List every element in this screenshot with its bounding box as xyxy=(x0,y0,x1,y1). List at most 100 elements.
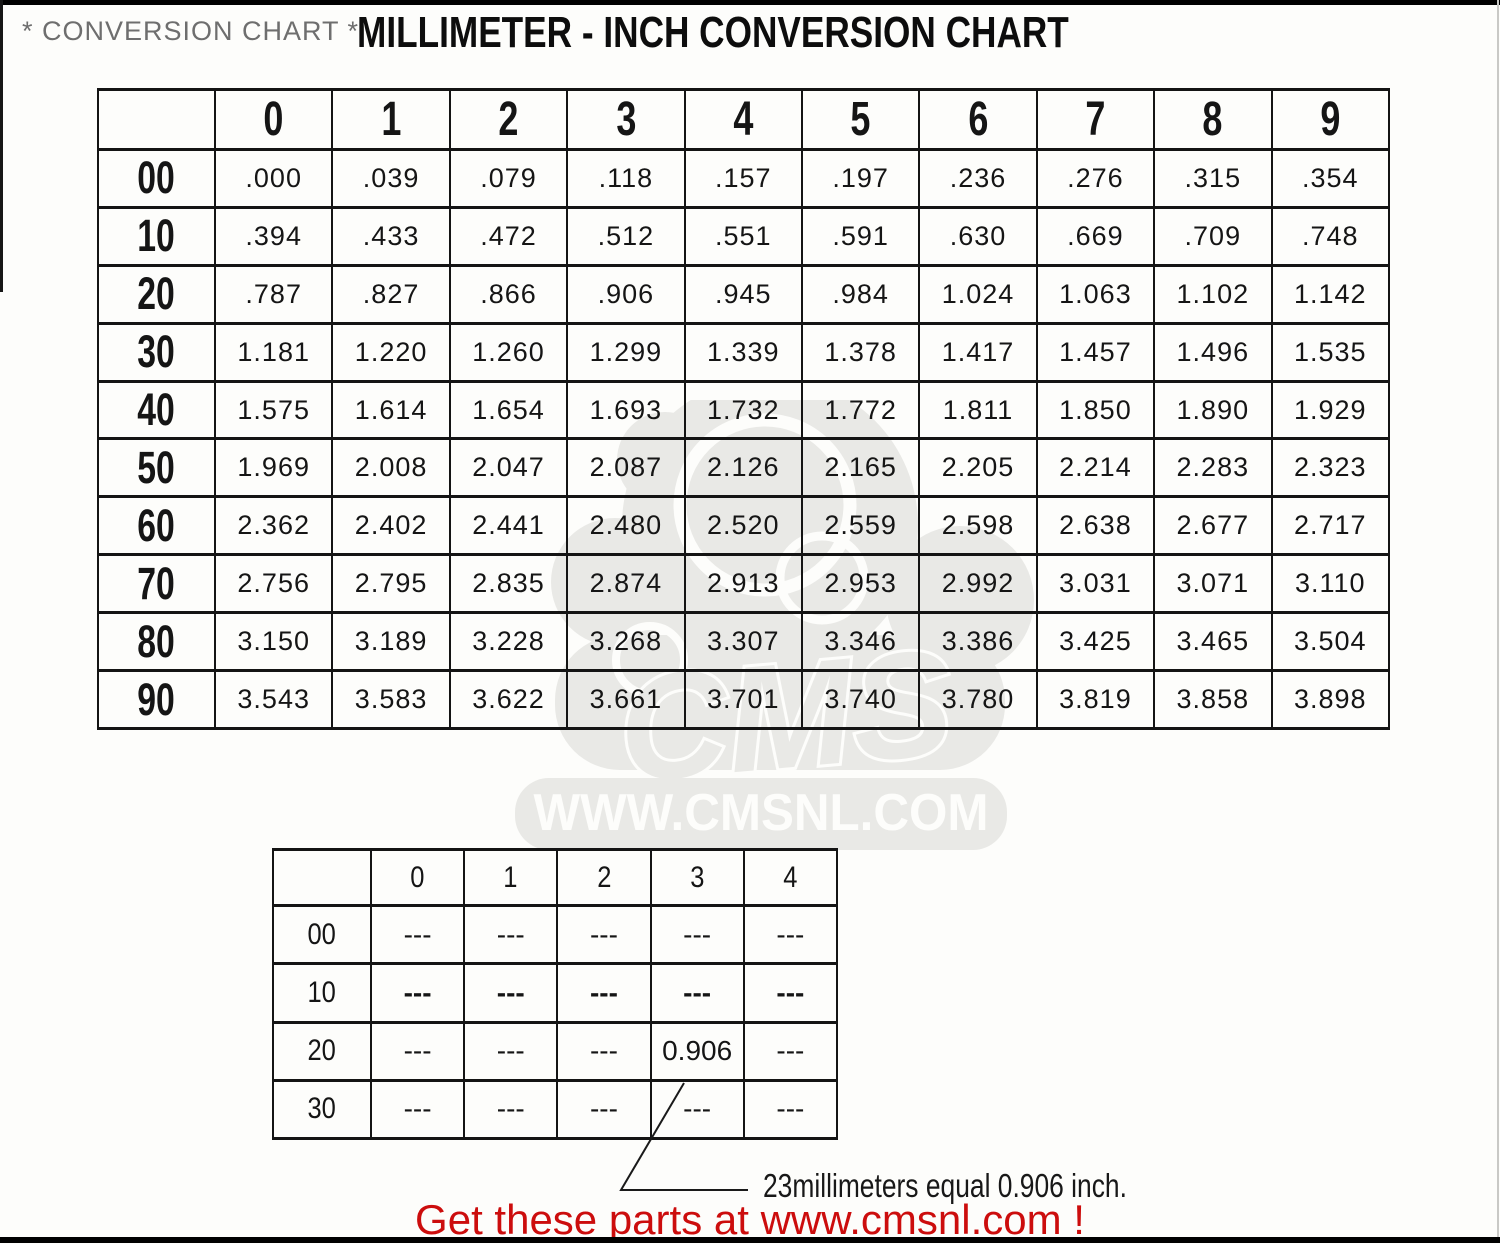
cell-50-9: 2.323 xyxy=(1270,437,1391,499)
row-header-label: 00 xyxy=(137,152,176,204)
column-header-2: 2 xyxy=(556,848,652,907)
cell-00-2: .079 xyxy=(448,148,569,209)
cell-80-9: 3.504 xyxy=(1270,611,1391,673)
cell-90-6: 3.780 xyxy=(918,669,1038,730)
cell-50-8: 2.283 xyxy=(1153,437,1273,499)
cell-20-2: .866 xyxy=(448,263,569,325)
cell-70-8: 3.071 xyxy=(1153,553,1273,615)
cell-80-2: 3.228 xyxy=(448,611,569,673)
cell-10-0: --- xyxy=(369,962,466,1024)
cell-60-8: 2.677 xyxy=(1153,495,1273,557)
cell-00-8: .315 xyxy=(1153,148,1273,209)
page-subtitle: * CONVERSION CHART * xyxy=(22,16,360,46)
promo-link[interactable]: Get these parts at www.cmsnl.com ! xyxy=(415,1196,1085,1243)
column-header-label: 2 xyxy=(596,860,612,894)
cell-10-6: .630 xyxy=(918,205,1038,267)
column-header-5: 5 xyxy=(800,88,921,151)
table-row-90: 90 3.543 3.583 3.622 3.661 3.701 3.740 3.780 3.8… xyxy=(97,669,1391,730)
row-header-label: 50 xyxy=(137,441,176,493)
cell-30-9: 1.535 xyxy=(1270,321,1391,383)
table-row-00: 00 --- --- --- --- --- xyxy=(272,903,839,966)
cell-10-1: --- xyxy=(463,962,559,1024)
cell-60-9: 2.717 xyxy=(1270,495,1391,557)
cell-70-6: 2.992 xyxy=(918,553,1038,615)
table-row-30: 30 1.181 1.220 1.260 1.299 1.339 1.378 1.417 1.4… xyxy=(97,321,1391,383)
row-header-40: 40 xyxy=(97,379,216,441)
cell-20-4: --- xyxy=(742,1020,839,1082)
table-row-60: 60 2.362 2.402 2.441 2.480 2.520 2.559 2.598 2.6… xyxy=(97,495,1391,557)
column-header-label: 0 xyxy=(410,860,425,894)
watermark-url-text: WWW.CMSNL.COM xyxy=(534,784,989,842)
cell-10-2: .472 xyxy=(448,205,569,267)
cell-00-1: .039 xyxy=(331,148,451,209)
table-row-70: 70 2.756 2.795 2.835 2.874 2.913 2.953 2.992 3.0… xyxy=(97,553,1391,615)
cell-20-8: 1.102 xyxy=(1153,263,1273,325)
cell-30-0: --- xyxy=(369,1078,466,1141)
watermark-badge xyxy=(515,778,1007,850)
row-header-label: 10 xyxy=(137,210,176,262)
column-header-1: 1 xyxy=(463,848,559,907)
cell-30-1: --- xyxy=(463,1078,559,1141)
column-header-label: 0 xyxy=(263,93,284,146)
column-header-6: 6 xyxy=(918,88,1038,151)
cell-30-8: 1.496 xyxy=(1153,321,1273,383)
cell-40-4: 1.732 xyxy=(683,379,803,441)
cell-20-1: --- xyxy=(463,1020,559,1082)
cell-60-1: 2.402 xyxy=(331,495,451,557)
cell-90-3: 3.661 xyxy=(566,669,686,730)
cell-80-0: 3.150 xyxy=(213,611,334,673)
cell-80-6: 3.386 xyxy=(918,611,1038,673)
cell-80-7: 3.425 xyxy=(1035,611,1156,673)
cell-30-2: 1.260 xyxy=(448,321,569,383)
cell-10-2: --- xyxy=(556,962,652,1024)
cell-20-0: .787 xyxy=(213,263,334,325)
cell-20-6: 1.024 xyxy=(918,263,1038,325)
column-header-label: 6 xyxy=(968,93,989,146)
example-lookup-table: 0 1 2 3 4 00 --- --- --- --- --- 10 --- --- --- --- --- 2… xyxy=(272,848,839,1141)
cell-80-8: 3.465 xyxy=(1153,611,1273,673)
row-header-label: 20 xyxy=(307,1034,337,1068)
table-row-10: 10 --- --- --- --- --- xyxy=(272,962,839,1024)
column-header-4: 4 xyxy=(742,848,839,907)
cell-50-1: 2.008 xyxy=(331,437,451,499)
cell-50-7: 2.214 xyxy=(1035,437,1156,499)
cell-70-2: 2.835 xyxy=(448,553,569,615)
cell-90-5: 3.740 xyxy=(800,669,921,730)
column-header-0: 0 xyxy=(369,848,466,907)
cell-60-6: 2.598 xyxy=(918,495,1038,557)
cell-10-9: .748 xyxy=(1270,205,1391,267)
cell-60-0: 2.362 xyxy=(213,495,334,557)
cell-50-0: 1.969 xyxy=(213,437,334,499)
row-header-label: 80 xyxy=(137,615,176,667)
cell-20-0: --- xyxy=(369,1020,466,1082)
column-header-label: 4 xyxy=(733,93,754,146)
cell-90-8: 3.858 xyxy=(1153,669,1273,730)
table-row-20: 20 --- --- --- 0.906 --- xyxy=(272,1020,839,1082)
column-header-label: 5 xyxy=(850,93,871,146)
cell-50-2: 2.047 xyxy=(448,437,569,499)
table-row-00: 00 .000.039.079.118.157.197.236.276.315.3… xyxy=(97,148,1391,209)
cell-90-2: 3.622 xyxy=(448,669,569,730)
window-bottom-border xyxy=(0,1237,1500,1243)
row-header-20: 20 xyxy=(97,263,216,325)
cell-30-4: --- xyxy=(742,1078,839,1141)
cell-20-7: 1.063 xyxy=(1035,263,1156,325)
cell-80-1: 3.189 xyxy=(331,611,451,673)
cell-00-0: .000 xyxy=(213,148,334,209)
column-header-8: 8 xyxy=(1153,88,1273,151)
cell-00-2: --- xyxy=(556,903,652,966)
row-header-label: 20 xyxy=(137,268,176,320)
table-row-50: 50 1.969 2.008 2.047 2.087 2.126 2.165 2.205 2.2… xyxy=(97,437,1391,499)
row-header-10: 10 xyxy=(97,205,216,267)
cell-40-3: 1.693 xyxy=(566,379,686,441)
column-header-label: 7 xyxy=(1085,93,1106,146)
column-header-0: 0 xyxy=(213,88,334,151)
column-header-label: 8 xyxy=(1202,93,1223,146)
column-header-3: 3 xyxy=(649,848,745,907)
row-header-00: 00 xyxy=(97,148,216,209)
row-header-10: 10 xyxy=(272,962,372,1024)
row-header-label: 70 xyxy=(137,557,176,609)
cell-50-3: 2.087 xyxy=(566,437,686,499)
cell-90-7: 3.819 xyxy=(1035,669,1156,730)
cell-90-1: 3.583 xyxy=(331,669,451,730)
